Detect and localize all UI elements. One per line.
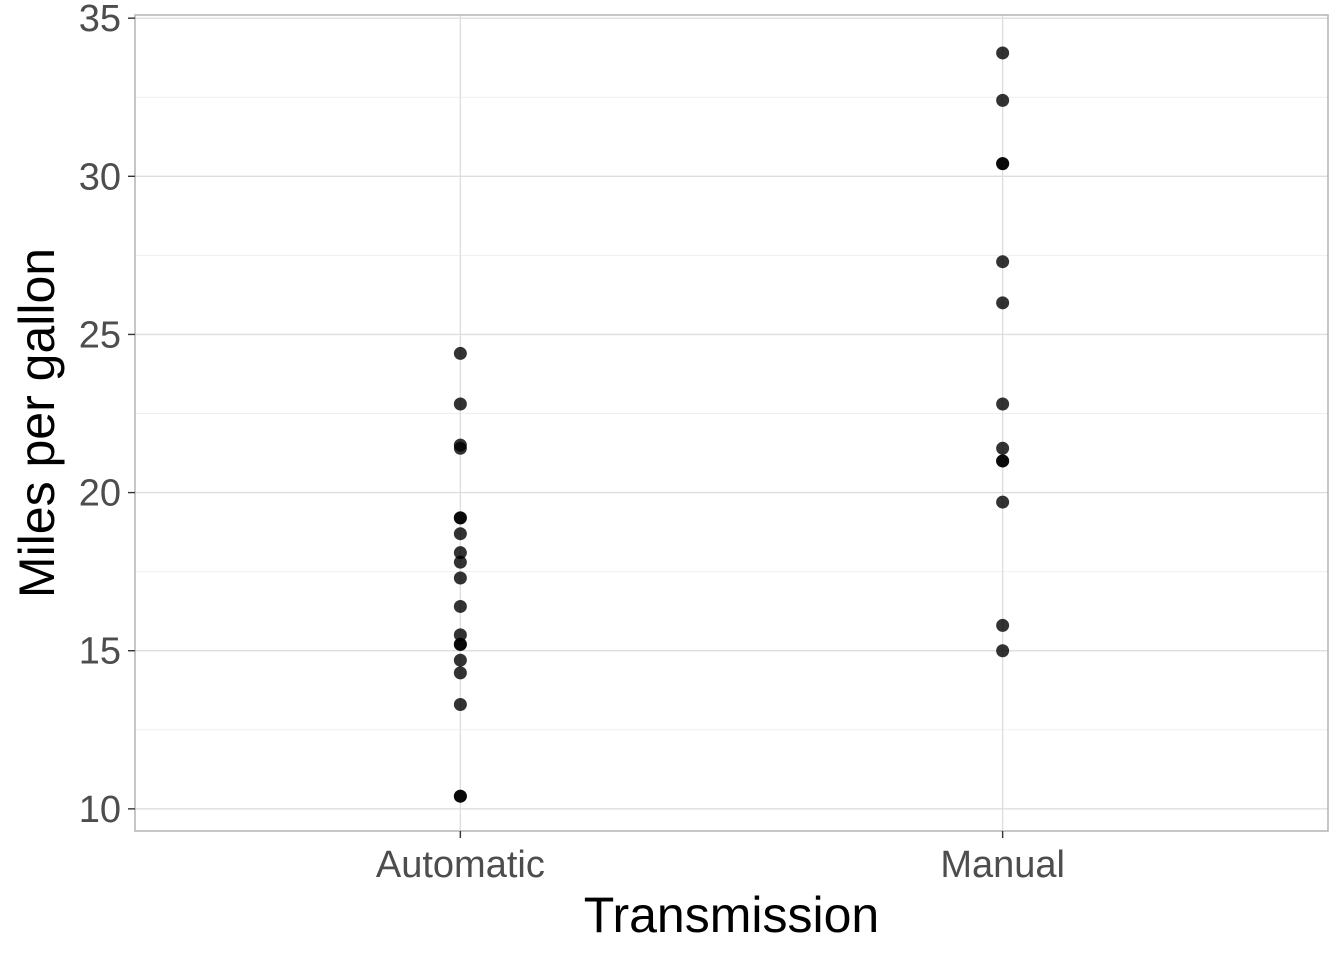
y-tick-label: 30 — [79, 156, 121, 198]
x-tick-label: Manual — [940, 844, 1065, 886]
data-point — [453, 397, 467, 411]
data-point — [453, 637, 467, 651]
data-point — [996, 397, 1010, 411]
data-point — [453, 346, 467, 360]
data-point — [453, 599, 467, 613]
data-point — [453, 511, 467, 525]
y-tick-label: 25 — [79, 314, 121, 356]
y-axis-ticks: 10 15 20 25 30 35 — [79, 0, 135, 831]
y-tick-label: 20 — [79, 473, 121, 515]
y-axis-title: Miles per gallon — [9, 248, 65, 598]
data-point — [996, 441, 1010, 455]
data-point — [453, 789, 467, 803]
major-gridlines — [135, 15, 1328, 831]
y-tick-label: 15 — [79, 631, 121, 673]
plot-panel — [134, 14, 1329, 832]
data-point — [996, 46, 1010, 60]
data-point — [453, 653, 467, 667]
x-axis-title: Transmission — [584, 887, 879, 943]
minor-gridlines — [135, 96, 1328, 731]
data-point — [996, 93, 1010, 107]
data-point — [453, 555, 467, 569]
data-point — [453, 438, 467, 452]
data-point — [996, 454, 1010, 468]
data-points — [453, 46, 1010, 803]
data-point — [996, 495, 1010, 509]
data-point — [453, 571, 467, 585]
data-point — [996, 296, 1010, 310]
y-tick-label: 35 — [79, 0, 121, 40]
x-tick-label: Automatic — [376, 844, 545, 886]
x-axis-ticks: Automatic Manual — [376, 831, 1065, 886]
data-point — [453, 666, 467, 680]
data-point — [453, 546, 467, 560]
data-point — [996, 255, 1010, 269]
data-point — [453, 697, 467, 711]
data-point — [996, 157, 1010, 171]
y-tick-label: 10 — [79, 789, 121, 831]
data-point — [453, 527, 467, 541]
data-point — [996, 618, 1010, 632]
data-point — [996, 644, 1010, 658]
data-point — [453, 628, 467, 642]
